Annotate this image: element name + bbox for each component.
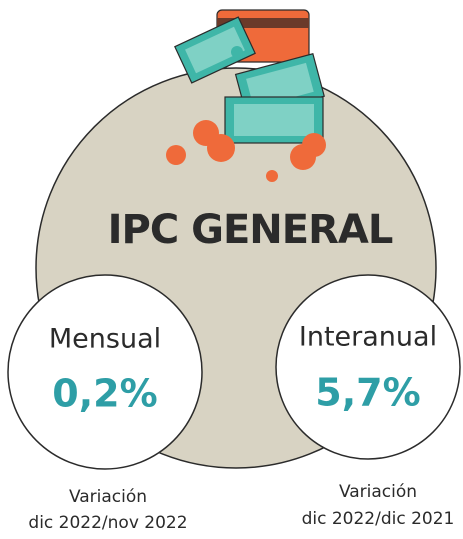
card-caption: dic 2022/dic 2021 [302,509,455,529]
card-circle [276,275,460,459]
title: IPC GENERAL [108,207,393,253]
card-caption: Variación [339,482,417,502]
infographic: IPC GENERAL Mensual 0,2% Variación dic 2… [0,0,463,539]
card-value: 5,7% [315,371,420,415]
card-value: 0,2% [52,372,157,416]
card-label: Interanual [299,322,437,353]
card-caption: dic 2022/nov 2022 [28,513,187,533]
card-label: Mensual [49,324,161,355]
card-caption: Variación [69,487,147,507]
